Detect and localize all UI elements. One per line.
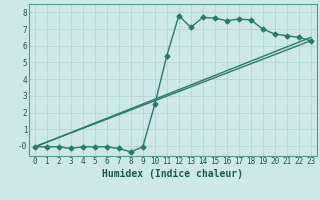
X-axis label: Humidex (Indice chaleur): Humidex (Indice chaleur) <box>102 169 243 179</box>
